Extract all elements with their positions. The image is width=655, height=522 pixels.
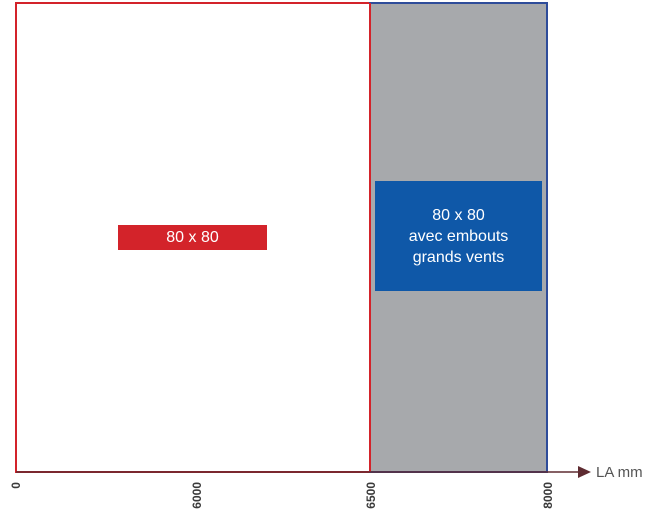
tick-label-6500: 6500: [364, 482, 378, 509]
tick-label-6000: 6000: [190, 482, 204, 509]
x-axis-label: LA mm: [596, 464, 643, 481]
zone-1-label: 80 x 80: [166, 229, 219, 246]
zone-2-label: 80 x 80 avec embouts grands vents: [375, 181, 542, 291]
zone-2-label-line-3: grands vents: [412, 248, 505, 266]
tick-label-0: 0: [9, 482, 23, 489]
zone-1-label-box: [118, 225, 267, 250]
zone-2-label-line-2: avec embouts: [408, 227, 509, 245]
zone-2-label-box: [375, 181, 542, 291]
tick-label-8000: 8000: [541, 482, 555, 509]
zone-2-label-line-1: 80 x 80: [432, 206, 485, 224]
x-axis-arrow-icon: [578, 466, 591, 478]
